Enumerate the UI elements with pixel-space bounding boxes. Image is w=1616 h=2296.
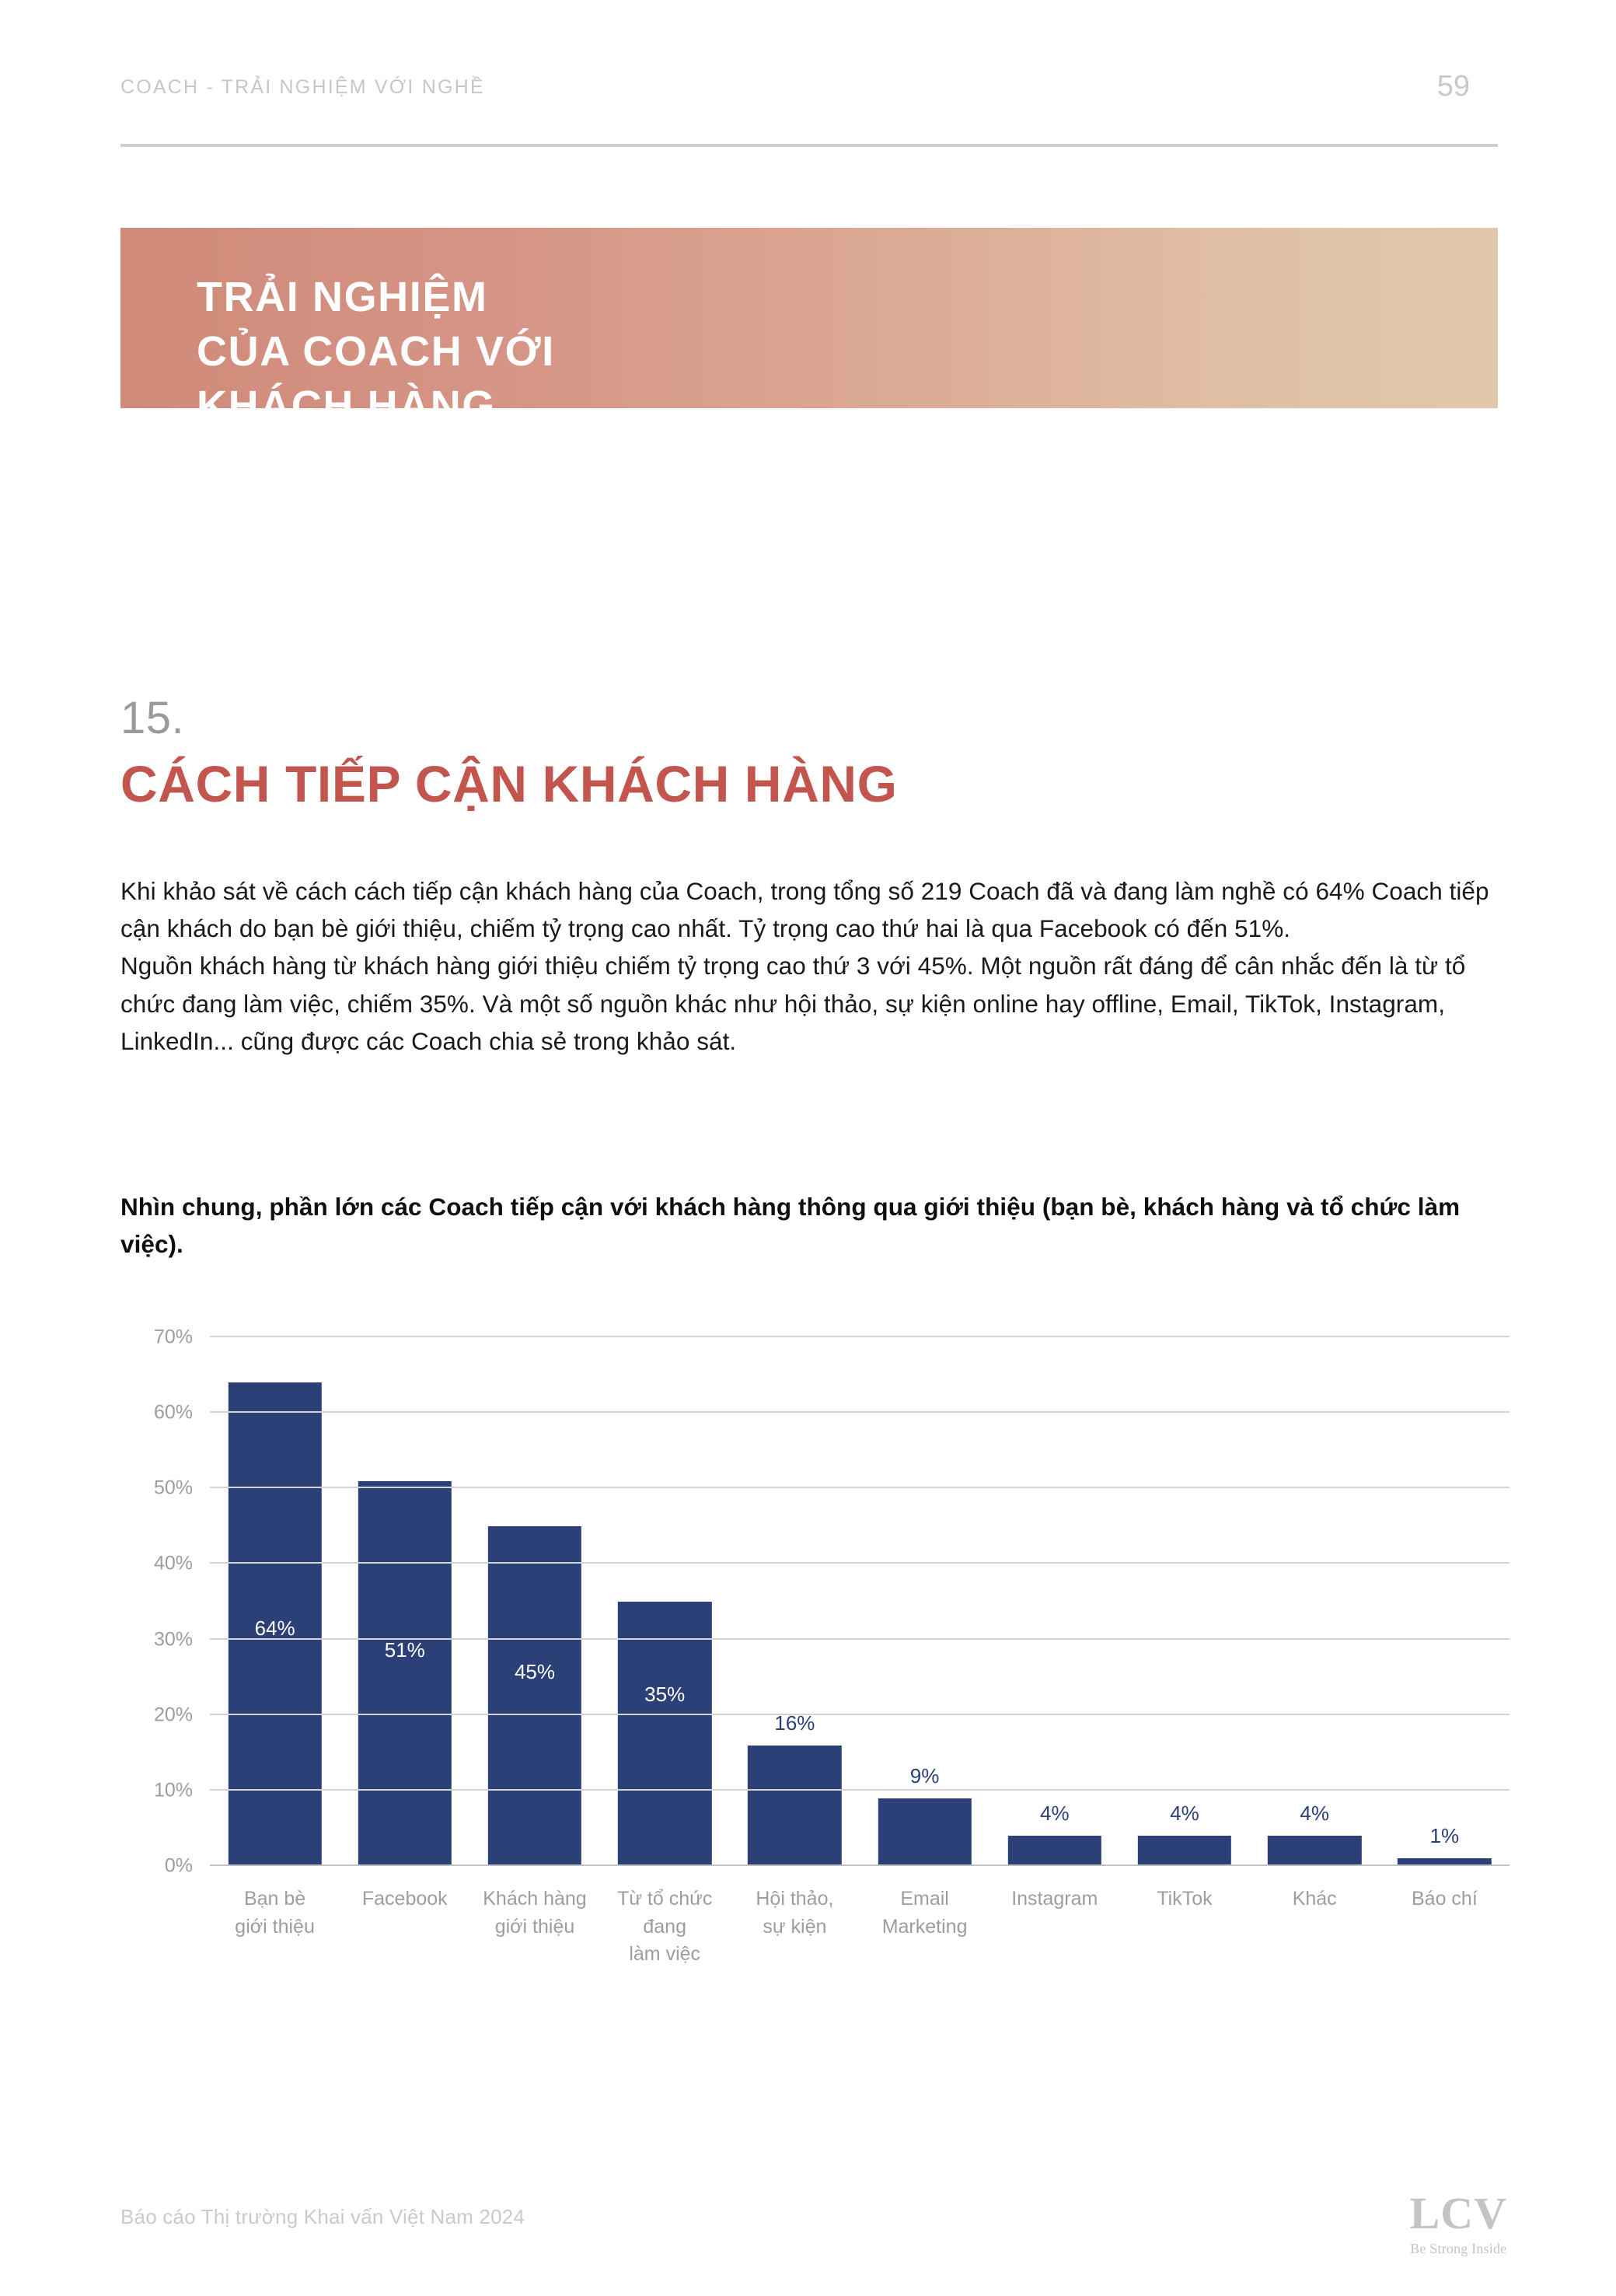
chart-bar bbox=[1398, 1858, 1492, 1866]
chart-bar-slot: 4% bbox=[989, 1337, 1119, 1866]
chart-bar-slot: 64% bbox=[210, 1337, 340, 1866]
chart-gridline bbox=[210, 1637, 1510, 1640]
conclusion-paragraph: Nhìn chung, phần lớn các Coach tiếp cận … bbox=[120, 1193, 1461, 1259]
chart-gridline bbox=[210, 1562, 1510, 1564]
chart-y-tick-label: 30% bbox=[153, 1628, 193, 1651]
chart-plot-area: 64% 51% 45% 35% 16% 9% 4% 4% 4% 1% bbox=[210, 1336, 1510, 1866]
chart-bar bbox=[1137, 1836, 1232, 1866]
chart-bar-value-label: 51% bbox=[384, 1638, 425, 1662]
bar-chart: 64% 51% 45% 35% 16% 9% 4% 4% 4% 1% 0% 10% 20% 30% 40%… bbox=[120, 1314, 1512, 2092]
chart-bars: 64% 51% 45% 35% 16% 9% 4% 4% 4% 1% bbox=[210, 1337, 1510, 1866]
chart-bar bbox=[1007, 1836, 1101, 1866]
chart-y-tick-label: 0% bbox=[164, 1854, 193, 1877]
page-header: COACH - TRẢI NGHIỆM VỚI NGHỀ 59 bbox=[120, 72, 1496, 124]
chart-bar-slot: 4% bbox=[1250, 1337, 1380, 1866]
chart-bar-value-label: 4% bbox=[1039, 1802, 1070, 1826]
page-number: 59 bbox=[1436, 70, 1470, 103]
body-paragraph: Khi khảo sát về cách cách tiếp cận khách… bbox=[120, 877, 1489, 1055]
logo-tagline: Be Strong Inside bbox=[1410, 2241, 1507, 2256]
chart-y-tick-label: 40% bbox=[153, 1552, 193, 1574]
chart-bar-slot: 1% bbox=[1380, 1337, 1510, 1866]
chart-bar-slot: 45% bbox=[469, 1337, 599, 1866]
chart-gridline bbox=[210, 1336, 1510, 1337]
chart-y-tick-label: 50% bbox=[153, 1476, 193, 1499]
chart-bar-value-label: 1% bbox=[1429, 1824, 1460, 1848]
chart-x-tick-label: Facebook bbox=[361, 1888, 448, 1910]
running-header-title: COACH - TRẢI NGHIỆM VỚI NGHỀ bbox=[120, 76, 485, 98]
chart-bar bbox=[618, 1602, 712, 1866]
chart-bar bbox=[487, 1525, 582, 1866]
chart-bar-value-label: 4% bbox=[1300, 1802, 1329, 1826]
chart-y-tick-label: 70% bbox=[153, 1326, 193, 1348]
chart-x-tick-label: Bạn bè giới thiệu bbox=[235, 1888, 315, 1938]
chart-gridline bbox=[210, 1713, 1510, 1715]
chart-x-axis: Bạn bè giới thiệu Facebook Khách hàng giới… bbox=[210, 1885, 1510, 2010]
chart-bar bbox=[228, 1382, 322, 1866]
chart-gridline bbox=[210, 1864, 1510, 1866]
chart-bar-value-label: 4% bbox=[1170, 1802, 1199, 1826]
chart-gridline bbox=[210, 1411, 1510, 1414]
chart-x-tick-label: Báo chí bbox=[1412, 1888, 1478, 1910]
chart-x-tick-label: Khách hàng giới thiệu bbox=[483, 1888, 587, 1938]
header-divider bbox=[120, 144, 1498, 147]
chapter-banner: TRẢI NGHIỆM CỦA COACH VỚI KHÁCH HÀNG bbox=[120, 228, 1498, 429]
chart-bar-slot: 9% bbox=[860, 1337, 989, 1866]
chapter-banner-title: TRẢI NGHIỆM CỦA COACH VỚI KHÁCH HÀNG bbox=[197, 274, 555, 430]
chart-bar-value-label: 64% bbox=[254, 1616, 295, 1640]
page-title: CÁCH TIẾP CẬN KHÁCH HÀNG bbox=[120, 755, 898, 813]
chart-bar bbox=[1268, 1836, 1362, 1866]
chart-bar bbox=[748, 1745, 842, 1866]
chart-bar-value-label: 9% bbox=[909, 1763, 940, 1788]
chart-bar-value-label: 45% bbox=[514, 1660, 556, 1684]
footer-note: Báo cáo Thị trường Khai vấn Việt Nam 202… bbox=[120, 2205, 525, 2228]
logo-wordmark: LCV bbox=[1409, 2188, 1507, 2238]
chart-x-tick-label: Email Marketing bbox=[881, 1888, 968, 1938]
chart-bar-slot: 16% bbox=[730, 1337, 860, 1866]
chart-bar bbox=[878, 1798, 972, 1866]
logo: LCV Be Strong Inside bbox=[1410, 2191, 1507, 2256]
chart-x-tick-label: Từ tổ chức đang làm việc bbox=[616, 1888, 713, 1965]
chart-y-tick-label: 60% bbox=[153, 1401, 193, 1424]
chart-bar-slot: 4% bbox=[1119, 1337, 1249, 1866]
chart-x-tick-label: TikTok bbox=[1157, 1888, 1213, 1910]
chart-gridline bbox=[210, 1788, 1510, 1791]
chart-bar bbox=[358, 1480, 452, 1866]
chart-bar-value-label: 35% bbox=[644, 1682, 686, 1706]
chart-x-tick-label: Khác bbox=[1292, 1888, 1337, 1910]
chart-y-tick-label: 20% bbox=[153, 1704, 193, 1726]
chart-y-tick-label: 10% bbox=[153, 1779, 193, 1802]
chart-x-tick-label: Instagram bbox=[1011, 1888, 1098, 1910]
chart-x-tick-label: Hội thảo, sự kiện bbox=[756, 1888, 834, 1938]
chart-gridline bbox=[210, 1487, 1510, 1489]
chart-bar-value-label: 16% bbox=[774, 1711, 815, 1735]
section-number: 15. bbox=[120, 693, 185, 743]
chart-bar-slot: 51% bbox=[340, 1337, 469, 1866]
chart-bar-slot: 35% bbox=[600, 1337, 730, 1866]
